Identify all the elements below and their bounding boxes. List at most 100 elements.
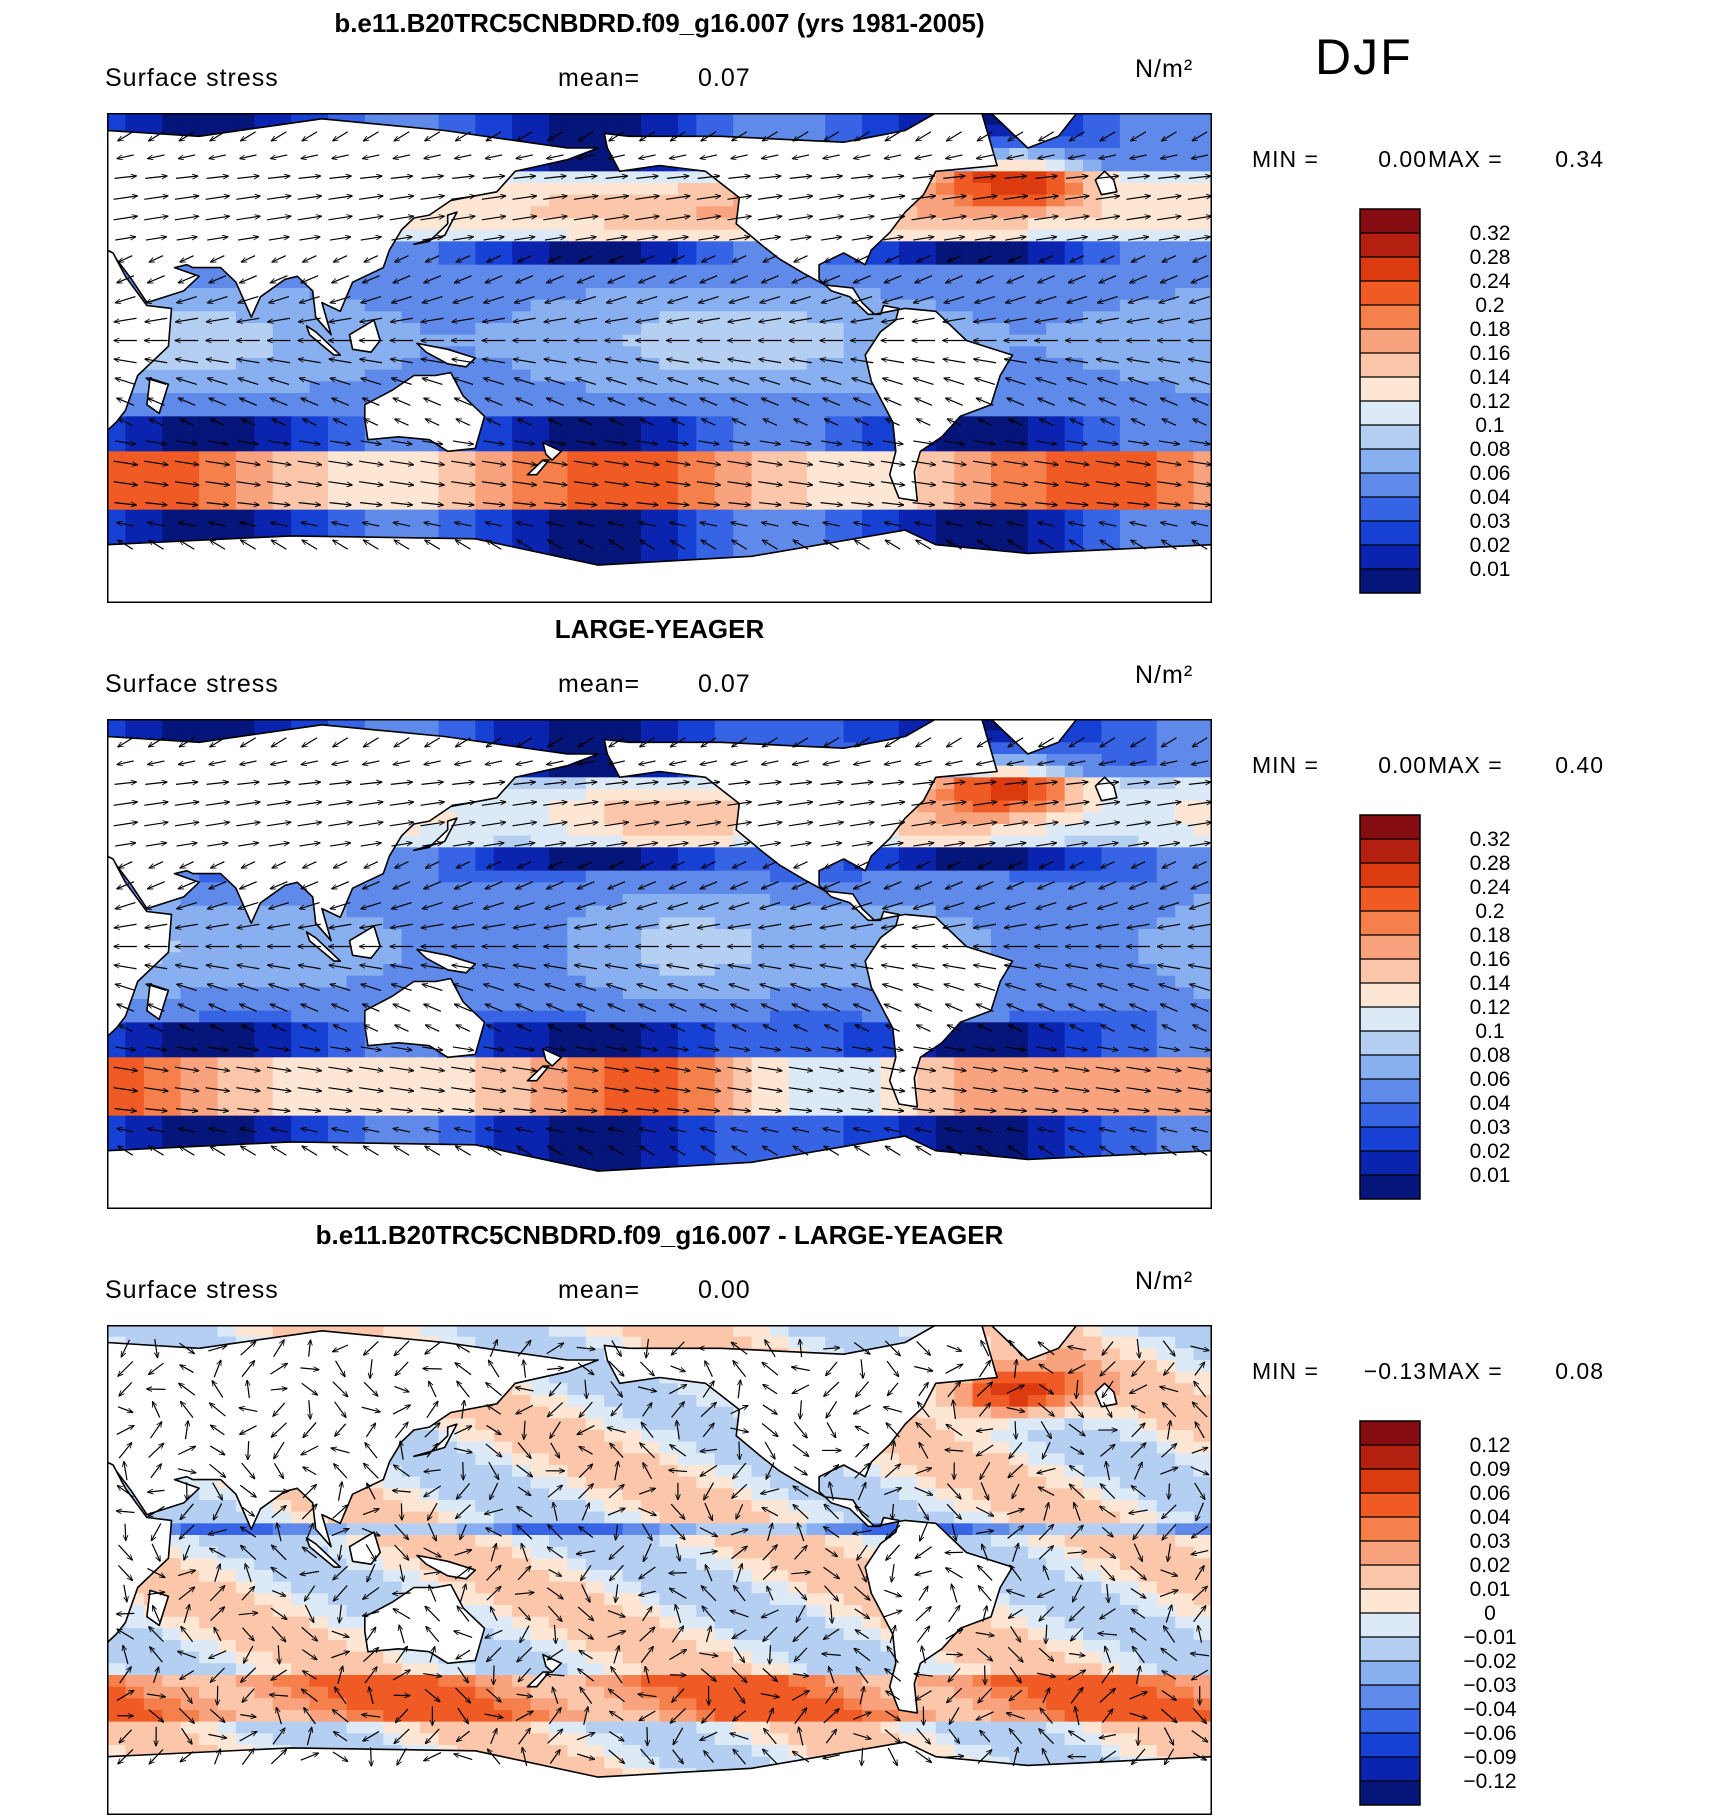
map-plot	[107, 1325, 1212, 1815]
landmass-borneo	[348, 925, 382, 959]
landmass-sumatra	[305, 1537, 342, 1568]
landmass-japan	[413, 1423, 458, 1458]
min-value: 0.00	[1378, 752, 1427, 778]
colorbar-tick-label: 0.28	[1470, 852, 1511, 875]
max-label: MAX =	[1428, 146, 1503, 172]
colorbar-tick-label: 0.04	[1470, 1092, 1511, 1115]
colorbar-swatch	[1360, 281, 1420, 305]
landmass-americaN	[603, 719, 1014, 1108]
colorbar-tick-label: 0.24	[1470, 876, 1511, 899]
colorbar-tick-label: 0.1	[1475, 1020, 1504, 1043]
colorbar-swatch	[1360, 1151, 1420, 1175]
landmass-australia	[363, 977, 486, 1059]
land-masses	[107, 719, 1212, 1209]
colorbar-swatch	[1360, 1589, 1420, 1613]
map-frame	[107, 1325, 1212, 1815]
colorbar-swatch	[1360, 1685, 1420, 1709]
colorbar-swatch	[1360, 1079, 1420, 1103]
units-label: N/m²	[1135, 1267, 1194, 1295]
colorbar-swatch	[1360, 1661, 1420, 1685]
map-frame	[107, 113, 1212, 603]
colorbar-swatch	[1360, 911, 1420, 935]
land-masses	[107, 1325, 1212, 1815]
colorbar-tick-label: 0.02	[1470, 1140, 1511, 1163]
colorbar-swatch	[1360, 305, 1420, 329]
landmass-antarctica	[107, 1135, 1212, 1209]
colorbar-swatch	[1360, 473, 1420, 497]
colorbar-tick-label: 0	[1484, 1602, 1496, 1625]
colorbar-swatch	[1360, 257, 1420, 281]
colorbar-tick-label: −0.12	[1463, 1770, 1516, 1793]
colorbar-tick-label: 0.06	[1470, 462, 1511, 485]
colorbar-tick-label: −0.01	[1463, 1626, 1516, 1649]
colorbar-swatch	[1360, 1007, 1420, 1031]
stress-vectors	[114, 131, 1212, 550]
colorbar-tick-label: 0.32	[1470, 828, 1511, 851]
colorbar-tick-label: 0.01	[1470, 1578, 1511, 1601]
colorbar-swatch	[1360, 377, 1420, 401]
min-label: MIN =	[1252, 752, 1319, 778]
landmass-sumatra	[305, 931, 342, 962]
landmass-americaN	[603, 1325, 1014, 1714]
units-label: N/m²	[1135, 55, 1194, 83]
colorbar-swatch	[1360, 449, 1420, 473]
landmass-nzS	[526, 1065, 550, 1082]
colorbar-tick-label: 0.03	[1470, 510, 1511, 533]
colorbar-swatch	[1360, 1781, 1420, 1805]
mean-value: 0.07	[698, 670, 751, 698]
colorbar-tick-label: 0.1	[1475, 414, 1504, 437]
colorbar-tick-label: 0.24	[1470, 270, 1511, 293]
panel-title: b.e11.B20TRC5CNBDRD.f09_g16.007 - LARGE-…	[315, 1220, 1004, 1250]
colorbar-frame	[1359, 1420, 1421, 1806]
colorbar-swatch	[1360, 1517, 1420, 1541]
colorbar-tick-label: 0.01	[1470, 558, 1511, 581]
colorbar-swatch	[1360, 839, 1420, 863]
map-plot	[107, 113, 1212, 603]
landmass-antarctica	[107, 1741, 1212, 1815]
landmass-nzN	[542, 441, 563, 461]
panel-title: b.e11.B20TRC5CNBDRD.f09_g16.007 (yrs 198…	[334, 8, 985, 38]
map-frame	[107, 719, 1212, 1209]
max-label: MAX =	[1428, 752, 1503, 778]
colorbar-tick-label: 0.28	[1470, 246, 1511, 269]
colorbar-swatch	[1360, 935, 1420, 959]
colorbar-swatch	[1360, 1613, 1420, 1637]
colorbar-swatch	[1360, 209, 1420, 233]
colorbar-tick-label: 0.09	[1470, 1458, 1511, 1481]
landmass-uk	[1094, 776, 1118, 802]
map-plot	[107, 719, 1212, 1209]
colorbar-swatch	[1360, 1103, 1420, 1127]
land-masses	[107, 113, 1212, 603]
colorbar-swatch	[1360, 521, 1420, 545]
min-label: MIN =	[1252, 146, 1319, 172]
colorbar-tick-label: 0.04	[1470, 486, 1511, 509]
panel-model: b.e11.B20TRC5CNBDRD.f09_g16.007 (yrs 198…	[0, 0, 1710, 606]
field-label: Surface stress	[105, 1276, 279, 1304]
season-label: DJF	[1315, 29, 1413, 85]
landmass-uk	[1094, 170, 1118, 196]
colorbar-swatch	[1360, 1421, 1420, 1445]
mean-label: mean=	[558, 670, 641, 698]
colorbar-tick-label: 0.14	[1470, 366, 1511, 389]
landmass-americaN	[603, 113, 1014, 502]
colorbar-swatch	[1360, 497, 1420, 521]
landmass-nzN	[542, 1047, 563, 1067]
colorbar-frame	[1359, 814, 1421, 1200]
colorbar-tick-label: 0.03	[1470, 1530, 1511, 1553]
landmass-australia	[363, 371, 486, 453]
colorbar-swatch	[1360, 1031, 1420, 1055]
colorbar-tick-label: 0.12	[1470, 996, 1511, 1019]
colorbar-tick-label: −0.09	[1463, 1746, 1516, 1769]
colorbar-tick-label: −0.02	[1463, 1650, 1516, 1673]
colorbar-tick-label: 0.02	[1470, 1554, 1511, 1577]
colorbar-swatch	[1360, 569, 1420, 593]
colorbar-tick-label: 0.03	[1470, 1116, 1511, 1139]
colorbar-tick-label: 0.08	[1470, 438, 1511, 461]
colorbar-tick-label: −0.06	[1463, 1722, 1516, 1745]
landmass-africa	[107, 855, 173, 1038]
colorbar-swatch	[1360, 959, 1420, 983]
colorbar-tick-label: 0.2	[1475, 294, 1504, 317]
colorbar-tick-label: 0.06	[1470, 1068, 1511, 1091]
colorbar-tick-label: −0.04	[1463, 1698, 1516, 1721]
landmass-eurasia	[107, 118, 599, 336]
